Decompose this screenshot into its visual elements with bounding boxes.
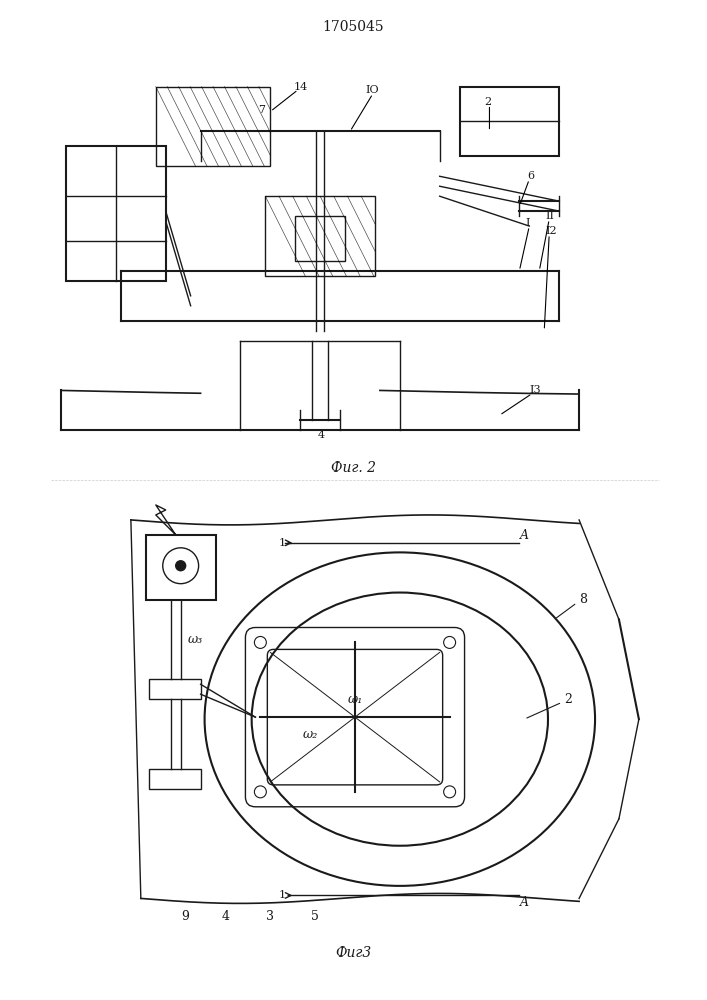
Text: 5: 5 xyxy=(311,910,319,923)
Bar xyxy=(460,87,559,156)
Bar xyxy=(66,146,165,281)
Text: 6: 6 xyxy=(527,171,534,181)
Text: 4: 4 xyxy=(318,430,325,440)
Text: 3: 3 xyxy=(267,910,274,923)
Text: 7: 7 xyxy=(258,105,265,115)
Text: IO: IO xyxy=(365,85,378,95)
Text: 14: 14 xyxy=(293,82,308,92)
Text: Фиг3: Фиг3 xyxy=(335,946,371,960)
Bar xyxy=(156,87,270,166)
Text: I: I xyxy=(525,218,530,228)
Circle shape xyxy=(176,561,186,571)
Text: 1: 1 xyxy=(278,538,285,548)
Text: 1: 1 xyxy=(278,890,285,900)
Text: II: II xyxy=(545,211,554,221)
Text: ω₁: ω₁ xyxy=(347,693,363,706)
Text: I2: I2 xyxy=(545,226,557,236)
Text: 9: 9 xyxy=(182,910,189,923)
Text: 8: 8 xyxy=(579,593,587,606)
Bar xyxy=(146,535,216,600)
Text: A: A xyxy=(520,896,529,909)
Text: ω₃: ω₃ xyxy=(188,633,203,646)
Text: I3: I3 xyxy=(530,385,541,395)
Text: Фиг. 2: Фиг. 2 xyxy=(330,461,375,475)
Text: 2: 2 xyxy=(484,97,491,107)
Text: 2: 2 xyxy=(564,693,572,706)
Bar xyxy=(296,216,345,261)
Bar xyxy=(148,679,201,699)
Text: 1705045: 1705045 xyxy=(322,20,384,34)
Bar xyxy=(265,196,375,276)
Text: ω₂: ω₂ xyxy=(303,728,317,741)
Bar xyxy=(148,769,201,789)
Text: A: A xyxy=(520,529,529,542)
Text: 4: 4 xyxy=(221,910,230,923)
